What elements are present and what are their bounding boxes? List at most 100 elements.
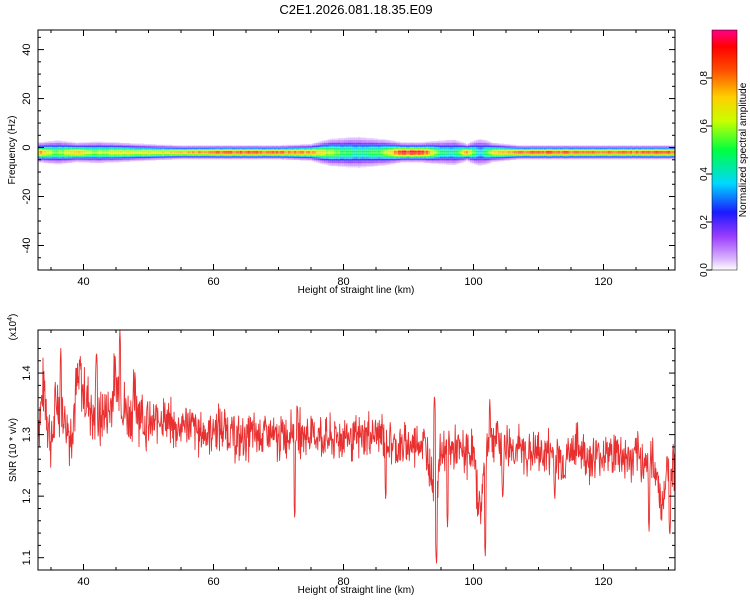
heatmap-cell <box>304 160 307 161</box>
heatmap-cell <box>116 151 119 153</box>
heatmap-cell <box>70 161 73 163</box>
heatmap-cell <box>216 157 219 159</box>
heatmap-cell <box>300 158 303 160</box>
heatmap-cell <box>338 158 341 160</box>
heatmap-cell <box>136 146 139 148</box>
heatmap-cell <box>94 149 97 151</box>
heatmap-cell <box>312 155 315 156</box>
heatmap-cell <box>358 142 361 143</box>
heatmap-cell <box>60 153 63 155</box>
heatmap-cell <box>186 157 189 158</box>
heatmap-cell <box>126 143 129 145</box>
heatmap-cell <box>312 158 315 160</box>
heatmap-cell <box>296 149 299 150</box>
heatmap-cell <box>306 157 309 159</box>
heatmap-cell <box>308 158 311 160</box>
heatmap-cell <box>228 147 231 149</box>
heatmap-cell <box>360 137 363 138</box>
heatmap-cell <box>306 146 309 147</box>
heatmap-cell <box>136 155 139 156</box>
heatmap-cell <box>336 158 339 159</box>
heatmap-cell <box>86 142 89 144</box>
heatmap-cell <box>344 164 347 165</box>
heatmap-cell <box>358 159 361 160</box>
heatmap-cell <box>82 150 85 152</box>
heatmap-cell <box>58 160 61 161</box>
heatmap-cell <box>150 149 153 151</box>
heatmap-cell <box>278 149 281 151</box>
heatmap-cell <box>66 150 69 151</box>
heatmap-cell <box>84 152 87 153</box>
heatmap-cell <box>292 159 295 160</box>
heatmap-cell <box>112 148 115 149</box>
heatmap-cell <box>338 166 341 167</box>
heatmap-cell <box>328 152 331 153</box>
heatmap-cell <box>242 147 245 149</box>
heatmap-cell <box>208 150 211 151</box>
heatmap-cell <box>338 159 341 160</box>
heatmap-cell <box>112 152 115 153</box>
heatmap-cell <box>68 156 71 157</box>
heatmap-cell <box>260 149 263 150</box>
heatmap-cell <box>52 146 55 147</box>
heatmap-cell <box>56 153 59 154</box>
heatmap-cell <box>138 145 141 146</box>
heatmap-cell <box>332 164 335 165</box>
heatmap-cell <box>354 139 357 141</box>
heatmap-cell <box>76 160 79 162</box>
heatmap-cell <box>156 156 159 157</box>
heatmap-cell <box>346 163 349 164</box>
heatmap-cell <box>146 147 149 149</box>
heatmap-cell <box>340 152 343 153</box>
heatmap-cell <box>50 155 53 156</box>
heatmap-cell <box>342 152 345 153</box>
heatmap-cell <box>100 158 103 159</box>
heatmap-cell <box>236 148 239 149</box>
heatmap-cell <box>194 149 197 151</box>
heatmap-cell <box>180 158 183 159</box>
heatmap-cell <box>300 145 303 146</box>
heatmap-cell <box>350 138 353 140</box>
heatmap-cell <box>280 146 283 147</box>
heatmap-cell <box>204 151 207 153</box>
heatmap-cell <box>140 158 143 160</box>
heatmap-cell <box>156 149 159 151</box>
heatmap-cell <box>110 151 113 153</box>
heatmap-cell <box>56 151 59 153</box>
heatmap-cell <box>328 162 331 164</box>
heatmap-cell <box>318 142 321 144</box>
heatmap-cell <box>106 155 109 157</box>
heatmap-cell <box>338 162 341 164</box>
heatmap-cell <box>350 146 353 148</box>
heatmap-cell <box>82 150 85 151</box>
heatmap-cell <box>150 153 153 155</box>
heatmap-cell <box>278 152 281 153</box>
heatmap-cell <box>196 157 199 158</box>
heatmap-cell <box>356 144 359 145</box>
heatmap-cell <box>320 163 323 164</box>
heatmap-cell <box>124 144 127 145</box>
heatmap-cell <box>40 156 43 157</box>
heatmap-cell <box>190 153 193 155</box>
heatmap-cell <box>230 152 233 154</box>
heatmap-cell <box>156 151 159 153</box>
heatmap-cell <box>142 152 145 154</box>
heatmap-cell <box>146 150 149 151</box>
heatmap-cell <box>336 163 339 164</box>
heatmap-cell <box>46 145 49 146</box>
heatmap-cell <box>268 156 271 157</box>
heatmap-cell <box>212 158 215 159</box>
heatmap-cell <box>90 161 93 163</box>
heatmap-cell <box>166 156 169 157</box>
heatmap-cell <box>142 146 145 147</box>
heatmap-cell <box>316 160 319 161</box>
heatmap-cell <box>164 155 167 157</box>
heatmap-cell <box>362 165 365 167</box>
heatmap-cell <box>150 145 153 146</box>
heatmap-cell <box>264 146 267 148</box>
heatmap-cell <box>286 153 289 155</box>
heatmap-cell <box>298 144 301 146</box>
heatmap-cell <box>236 153 239 154</box>
heatmap-cell <box>168 157 171 158</box>
heatmap-cell <box>326 161 329 163</box>
